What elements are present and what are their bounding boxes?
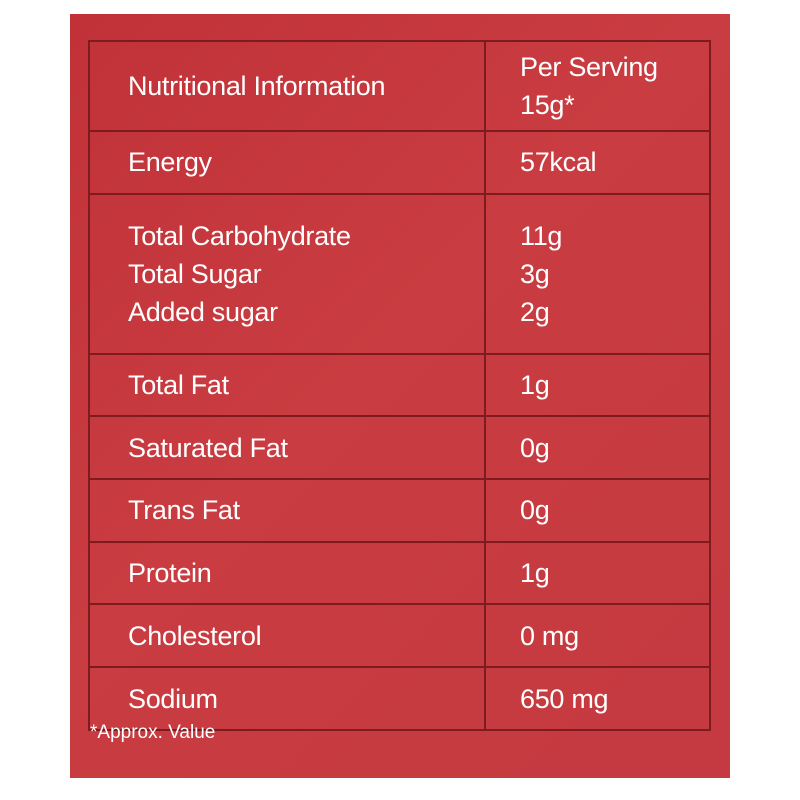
value-cell: 1g [484, 352, 711, 418]
label-cell: Trans Fat [88, 478, 486, 543]
table-row: Protein 1g [88, 540, 711, 606]
value-cell: 0 mg [484, 603, 711, 669]
row-value: 2g [520, 296, 550, 327]
table-row: Saturated Fat 0g [88, 415, 711, 481]
value-cell: 57kcal [484, 130, 711, 195]
row-label: Added sugar [128, 296, 278, 327]
value-cell: 11g 3g 2g [484, 192, 711, 355]
row-label: Trans Fat [128, 495, 240, 526]
nutrition-label-panel: Nutritional Information Per Serving 15g*… [70, 14, 730, 778]
label-cell: Saturated Fat [88, 415, 486, 481]
table-row: Sodium 650 mg [88, 666, 711, 731]
table-row: Total Fat 1g [88, 352, 711, 418]
row-value: 1g [520, 558, 550, 589]
row-value: 11g [520, 220, 563, 251]
row-label: Saturated Fat [128, 432, 288, 463]
row-label: Sodium [128, 683, 218, 714]
row-label: Cholesterol [128, 620, 262, 651]
header-value-cell: Per Serving 15g* [484, 39, 711, 133]
label-cell: Total Fat [88, 352, 486, 418]
value-cell: 1g [484, 540, 711, 606]
table-row: Total Carbohydrate Total Sugar Added sug… [88, 192, 711, 355]
row-label: Total Carbohydrate [128, 220, 351, 251]
row-value: 57kcal [520, 147, 597, 178]
header-value-line: 15g* [520, 90, 575, 121]
row-label: Total Sugar [128, 258, 262, 289]
row-value: 0g [520, 432, 550, 463]
nutrition-table: Nutritional Information Per Serving 15g*… [88, 39, 711, 731]
row-value: 0 mg [520, 620, 579, 651]
header-label-cell: Nutritional Information [88, 39, 486, 133]
label-cell: Protein [88, 540, 486, 606]
table-row: Energy 57kcal [88, 130, 711, 195]
row-value: 650 mg [520, 683, 609, 714]
footnote: *Approx. Value [90, 722, 216, 743]
label-cell: Energy [88, 130, 486, 195]
row-label: Protein [128, 558, 212, 589]
label-cell: Sodium [88, 666, 486, 731]
header-value-line: Per Serving [520, 52, 658, 83]
row-value: 1g [520, 369, 550, 400]
table-header-row: Nutritional Information Per Serving 15g* [88, 39, 711, 133]
row-label: Energy [128, 147, 212, 178]
value-cell: 650 mg [484, 666, 711, 731]
value-cell: 0g [484, 478, 711, 543]
table-row: Cholesterol 0 mg [88, 603, 711, 669]
table-row: Trans Fat 0g [88, 478, 711, 543]
row-value: 3g [520, 258, 550, 289]
header-label: Nutritional Information [128, 71, 386, 102]
value-cell: 0g [484, 415, 711, 481]
row-label: Total Fat [128, 369, 229, 400]
label-cell: Cholesterol [88, 603, 486, 669]
row-value: 0g [520, 495, 550, 526]
label-cell: Total Carbohydrate Total Sugar Added sug… [88, 192, 486, 355]
